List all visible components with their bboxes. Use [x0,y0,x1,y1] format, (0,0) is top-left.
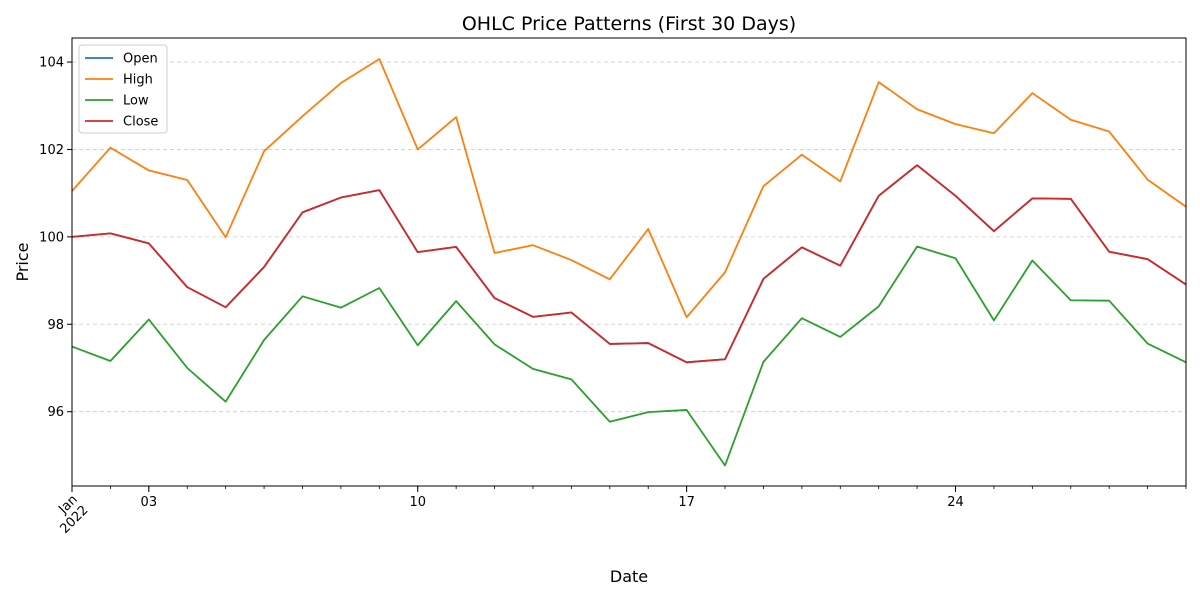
series-line-close [71,164,1187,364]
legend-label-open: Open [123,52,158,67]
legend-label-low: Low [123,94,149,109]
series-line-open [71,164,1187,364]
x-axis-title: Date [610,567,648,586]
y-tick-label: 104 [39,56,64,71]
y-tick-label: 100 [39,230,64,245]
series-line-low [71,245,1187,467]
plot-frame [71,37,1187,487]
chart-title: OHLC Price Patterns (First 30 Days) [462,13,796,35]
y-tick-label: 102 [39,143,64,158]
axes: 96 98 100 102 104 Jan2022 03 10 17 24 [39,37,1187,537]
x-tick-label: Jan2022 [47,492,92,537]
x-tick-label: 24 [947,495,964,510]
grid-lines [72,61,1186,413]
series-line-high [71,58,1187,319]
y-axis-title: Price [13,242,32,281]
legend: Open High Low Close [78,44,168,134]
legend-label-close: Close [123,115,158,130]
series-lines [71,58,1187,467]
x-tick-label: 10 [409,495,426,510]
y-tick-label: 96 [47,405,64,420]
legend-box [78,44,168,134]
x-tick-label: 03 [141,495,158,510]
y-tick-label: 98 [47,318,64,333]
x-tick-label: 17 [678,495,695,510]
legend-label-high: High [123,73,153,88]
